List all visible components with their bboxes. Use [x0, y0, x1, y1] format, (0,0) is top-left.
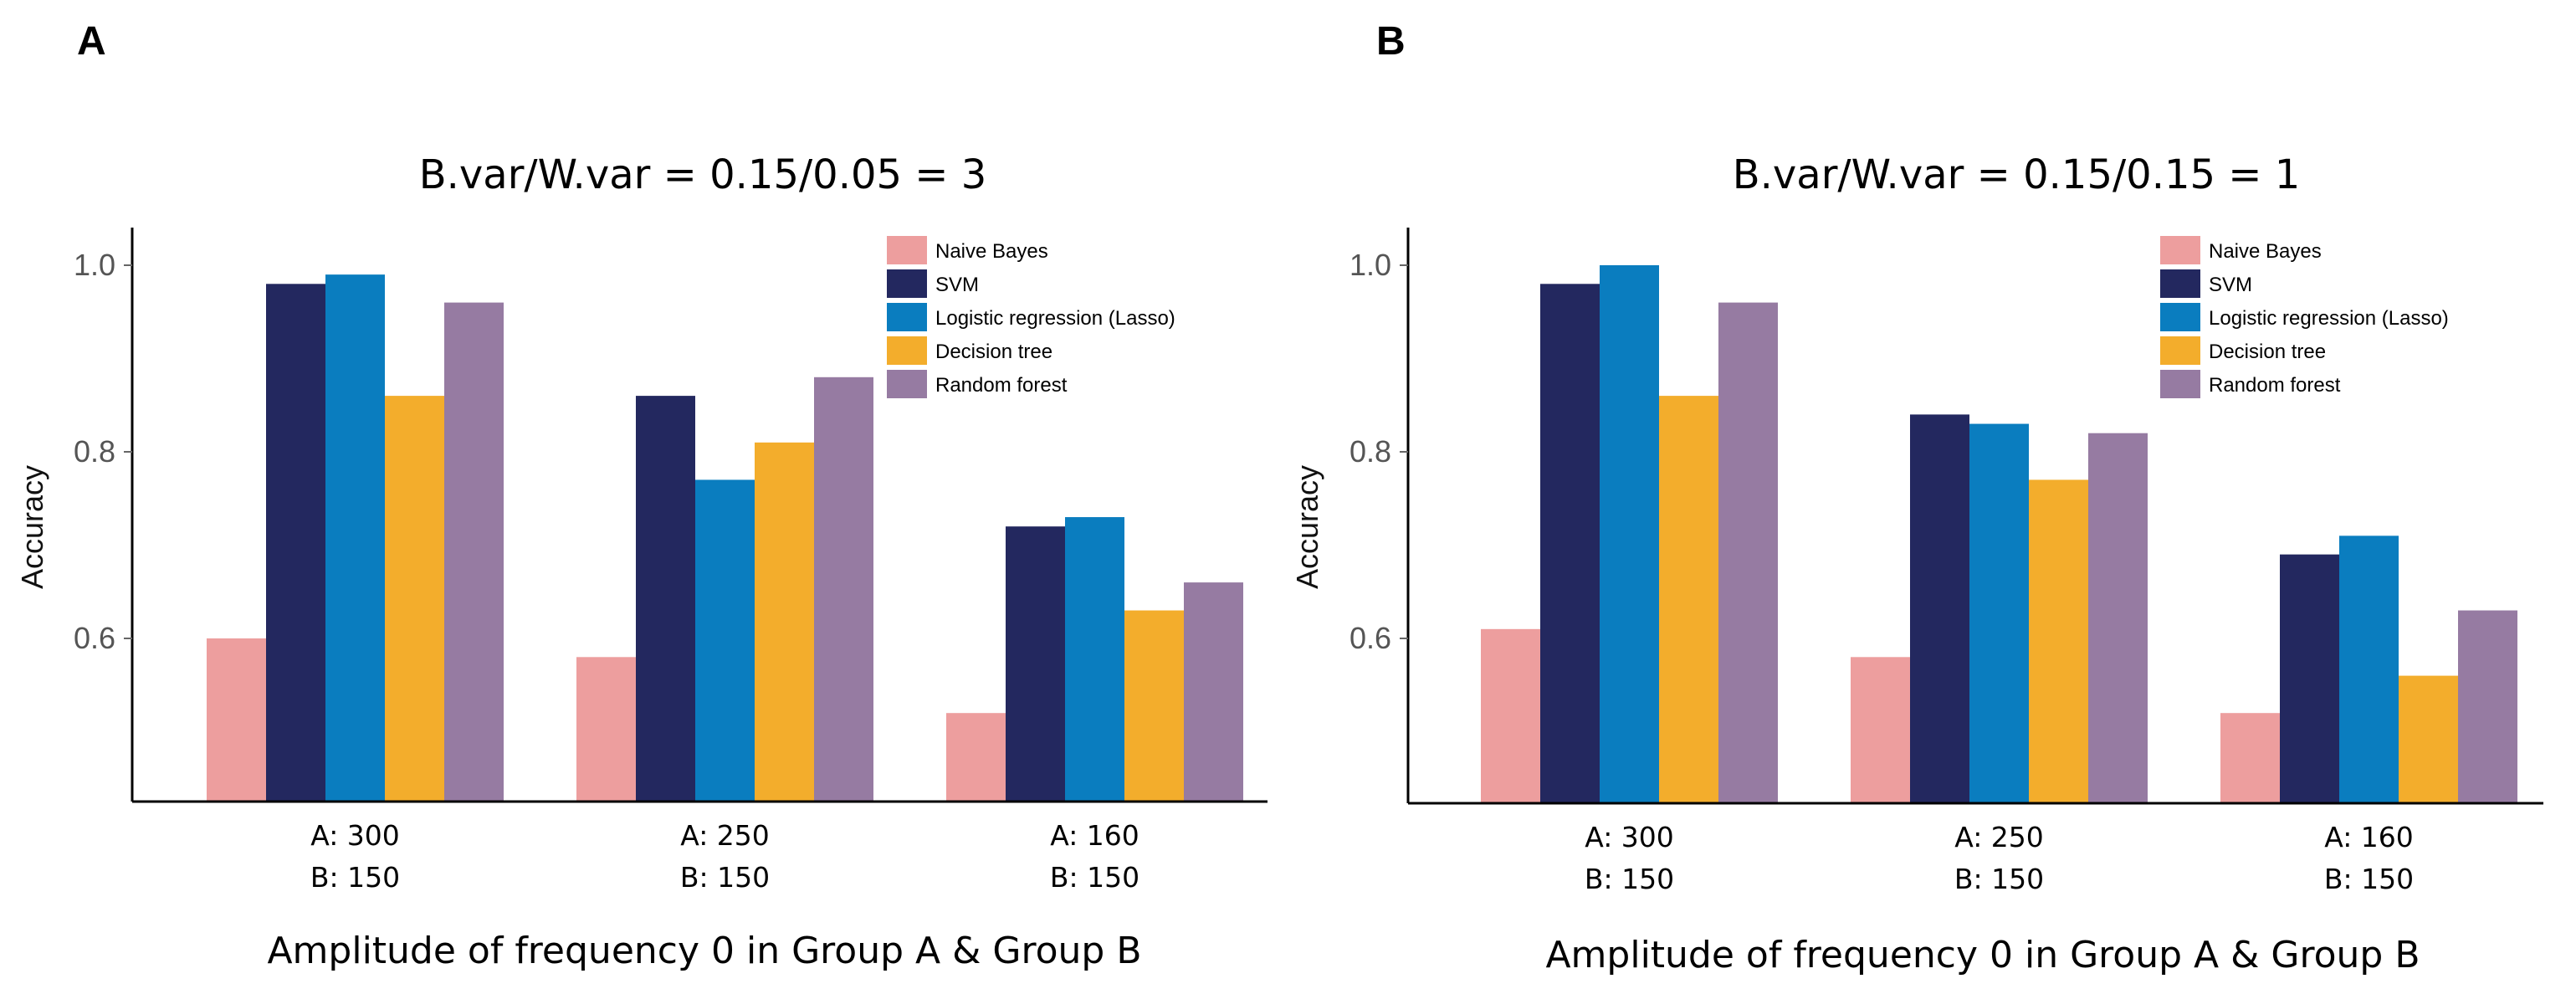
- chart-title: B.var/W.var = 0.15/0.15 = 1: [1733, 151, 2301, 198]
- legend-label: Logistic regression (Lasso): [935, 307, 1175, 330]
- x-tick-label: A: 250: [1954, 821, 2044, 853]
- y-tick-label: 0.8: [74, 434, 115, 469]
- legend-swatch: [887, 303, 927, 331]
- legend-swatch: [2160, 236, 2200, 264]
- bar: [2458, 610, 2517, 803]
- bar: [1540, 284, 1600, 803]
- panel-b: B B.var/W.var = 0.15/0.15 = 1 Accuracy A…: [1290, 19, 2543, 976]
- legend-swatch: [887, 336, 927, 365]
- bar: [755, 442, 814, 802]
- y-axis: 0.6 0.8 1.0: [74, 228, 134, 802]
- legend: Naive Bayes SVM Logistic regression (Lasso…: [887, 236, 1175, 398]
- legend-label: Logistic regression (Lasso): [2209, 307, 2449, 330]
- bar: [695, 479, 755, 802]
- legend-label: Naive Bayes: [935, 240, 1048, 263]
- x-tick-label: A: 160: [1050, 819, 1139, 852]
- bar: [2280, 554, 2339, 803]
- legend-swatch: [887, 370, 927, 398]
- y-axis-label: Accuracy: [15, 465, 49, 589]
- y-tick-label: 1.0: [74, 248, 115, 282]
- bar: [636, 396, 695, 802]
- y-tick-label: 0.6: [1349, 621, 1391, 655]
- bar: [2399, 675, 2458, 803]
- bar: [2029, 479, 2088, 803]
- legend-swatch: [2160, 269, 2200, 298]
- bar: [1969, 423, 2029, 803]
- bar: [1184, 582, 1243, 802]
- bar: [207, 638, 266, 802]
- bars: [1481, 265, 2517, 804]
- bar: [385, 396, 444, 802]
- x-tick-label: A: 300: [1585, 821, 1674, 853]
- legend-swatch: [887, 269, 927, 298]
- x-tick-label: B: 150: [680, 861, 770, 894]
- panel-a: A B.var/W.var = 0.15/0.05 = 3 Accuracy A…: [15, 19, 1268, 972]
- x-tick-label: B: 150: [2324, 863, 2414, 895]
- bar: [1006, 526, 1065, 802]
- legend-label: SVM: [2209, 274, 2252, 296]
- legend-label: Random forest: [935, 374, 1068, 397]
- y-axis-label: Accuracy: [1290, 465, 1324, 589]
- legend-swatch: [2160, 336, 2200, 365]
- bar: [2220, 713, 2280, 803]
- x-tick-label: A: 250: [680, 819, 770, 852]
- x-tick-label: B: 150: [310, 861, 400, 894]
- bar: [1124, 610, 1184, 802]
- bar: [2088, 433, 2148, 803]
- legend-label: Decision tree: [935, 341, 1052, 363]
- x-axis-label: Amplitude of frequency 0 in Group A & Gr…: [267, 930, 1141, 972]
- bar: [2339, 535, 2399, 803]
- x-axis: A: 300 B: 150 A: 250 B: 150 A: 160 B: 150: [1408, 802, 2543, 895]
- y-axis: 0.6 0.8 1.0: [1349, 228, 1410, 803]
- panel-letter: B: [1376, 19, 1406, 64]
- bars: [207, 274, 1243, 802]
- bar: [444, 302, 504, 802]
- bar: [814, 377, 873, 802]
- legend-label: Naive Bayes: [2209, 240, 2322, 263]
- bar: [1600, 265, 1659, 803]
- x-tick-label: A: 160: [2324, 821, 2414, 853]
- bar: [946, 713, 1006, 802]
- y-tick-label: 1.0: [1349, 248, 1391, 282]
- legend-swatch: [2160, 370, 2200, 398]
- x-tick-label: A: 300: [310, 819, 400, 852]
- x-tick-label: B: 150: [1954, 863, 2044, 895]
- legend-label: Random forest: [2209, 374, 2341, 397]
- legend-label: Decision tree: [2209, 341, 2326, 363]
- bar: [1851, 657, 1910, 803]
- chart-title: B.var/W.var = 0.15/0.05 = 3: [419, 151, 987, 198]
- legend: Naive Bayes SVM Logistic regression (Lasso…: [2160, 236, 2449, 398]
- x-axis-label: Amplitude of frequency 0 in Group A & Gr…: [1545, 934, 2420, 976]
- x-axis: A: 300 B: 150 A: 250 B: 150 A: 160 B: 150: [132, 800, 1268, 894]
- bar: [325, 274, 385, 802]
- bar: [1910, 414, 1969, 803]
- bar: [1659, 396, 1718, 803]
- legend-swatch: [2160, 303, 2200, 331]
- bar: [1481, 628, 1540, 803]
- y-tick-label: 0.6: [74, 621, 115, 655]
- x-tick-label: B: 150: [1050, 861, 1139, 894]
- legend-swatch: [887, 236, 927, 264]
- bar: [1065, 517, 1124, 802]
- y-tick-label: 0.8: [1349, 434, 1391, 469]
- panel-letter: A: [77, 19, 106, 64]
- bar: [1718, 302, 1778, 804]
- legend-label: SVM: [935, 274, 979, 296]
- x-tick-label: B: 150: [1585, 863, 1674, 895]
- bar: [576, 657, 636, 802]
- bar: [266, 284, 325, 802]
